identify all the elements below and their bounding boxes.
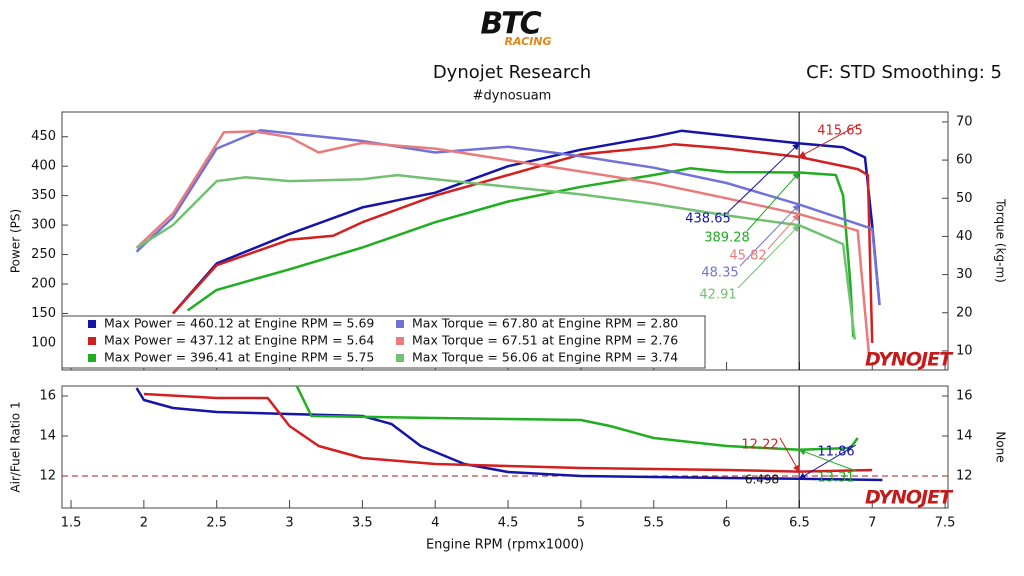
y2-tick-label: 20 bbox=[956, 305, 973, 320]
y-tick-label: 350 bbox=[31, 188, 56, 203]
y2-tick-label: 12 bbox=[956, 469, 973, 484]
y2-tick-label: 30 bbox=[956, 267, 973, 282]
y2-label: Torque (kg-m) bbox=[994, 198, 1008, 283]
y-tick-label: 100 bbox=[31, 335, 56, 350]
series-line bbox=[172, 129, 881, 315]
annotation-arrow bbox=[746, 171, 800, 232]
x-tick-label: 6.5 bbox=[789, 516, 810, 531]
y-tick-label: 450 bbox=[31, 129, 56, 144]
legend-box bbox=[61, 315, 706, 369]
plot-frame bbox=[61, 111, 949, 371]
annotation-arrow bbox=[727, 142, 800, 213]
plot-frame bbox=[61, 385, 949, 509]
legend-entry: Max Power = 396.41 at Engine RPM = 5.75 bbox=[104, 350, 374, 365]
logo: BTC bbox=[480, 7, 541, 42]
y2-tick-label: 70 bbox=[956, 114, 973, 129]
x-tick-label: 2 bbox=[140, 516, 148, 531]
legend-entry: Max Torque = 56.06 at Engine RPM = 3.74 bbox=[412, 350, 678, 365]
legend-entry: Max Torque = 67.51 at Engine RPM = 2.76 bbox=[412, 333, 678, 348]
y-tick-label: 200 bbox=[31, 277, 56, 292]
y2-tick-label: 60 bbox=[956, 153, 973, 168]
x-tick-label: 4 bbox=[431, 516, 439, 531]
y-tick-label: 16 bbox=[39, 389, 56, 404]
y2-tick-label: 16 bbox=[956, 389, 973, 404]
x-tick-label: 4.5 bbox=[498, 516, 519, 531]
legend-swatch bbox=[396, 354, 404, 362]
legend-swatch bbox=[396, 320, 404, 328]
legend-swatch bbox=[396, 337, 404, 345]
y-tick-label: 250 bbox=[31, 247, 56, 262]
annotation: 415.65 bbox=[817, 124, 863, 139]
annotation: 11.86 bbox=[817, 445, 854, 460]
y-tick-label: 12 bbox=[39, 469, 56, 484]
y2-tick-label: 14 bbox=[956, 429, 973, 444]
annotation-arrow bbox=[739, 204, 800, 267]
annotation: 45.82 bbox=[729, 249, 766, 264]
y2-label: None bbox=[994, 431, 1008, 462]
annotation: 13.31 bbox=[817, 471, 854, 486]
annotation-arrow bbox=[779, 437, 800, 473]
x-tick-label: 6 bbox=[722, 516, 730, 531]
annotation: 389.28 bbox=[704, 231, 750, 246]
annotation: 12.22 bbox=[741, 438, 778, 453]
annotation-arrow bbox=[737, 224, 800, 289]
series-line bbox=[295, 385, 859, 452]
x-tick-label: 5 bbox=[577, 516, 585, 531]
series-line bbox=[143, 392, 873, 473]
y2-tick-label: 10 bbox=[956, 343, 973, 358]
series-line bbox=[186, 167, 855, 338]
x-tick-label: 5.5 bbox=[643, 516, 664, 531]
legend-swatch bbox=[88, 320, 96, 328]
legend-entry: Max Torque = 67.80 at Engine RPM = 2.80 bbox=[412, 316, 678, 331]
x-tick-label: 3.5 bbox=[352, 516, 373, 531]
x-tick-label: 7 bbox=[868, 516, 876, 531]
x-tick-label: 1.5 bbox=[61, 516, 82, 531]
logo-sub: RACING bbox=[504, 35, 551, 48]
y-tick-label: 14 bbox=[39, 429, 56, 444]
cursor-label: 6.498 bbox=[745, 473, 779, 487]
y-tick-label: 300 bbox=[31, 218, 56, 233]
y-label: Air/Fuel Ratio 1 bbox=[9, 401, 23, 492]
settings: CF: STD Smoothing: 5 bbox=[806, 62, 1002, 83]
annotation-arrow bbox=[798, 444, 857, 480]
legend-entry: Max Power = 437.12 at Engine RPM = 5.64 bbox=[104, 333, 374, 348]
x-label: Engine RPM (rpmx1000) bbox=[426, 538, 584, 553]
y-label: Power (PS) bbox=[9, 209, 23, 273]
x-tick-label: 7.5 bbox=[935, 516, 956, 531]
watermark: DYNOJET bbox=[865, 487, 954, 509]
legend-swatch bbox=[88, 354, 96, 362]
legend-swatch bbox=[88, 337, 96, 345]
title: Dynojet Research bbox=[433, 62, 591, 83]
series-line bbox=[172, 143, 874, 343]
annotation-arrow bbox=[798, 448, 857, 472]
annotation-arrow bbox=[798, 123, 861, 158]
x-tick-label: 3 bbox=[285, 516, 293, 531]
legend-entry: Max Power = 460.12 at Engine RPM = 5.69 bbox=[104, 316, 374, 331]
y2-tick-label: 40 bbox=[956, 229, 973, 244]
series-line bbox=[135, 387, 883, 482]
y-tick-label: 150 bbox=[31, 306, 56, 321]
annotation: 48.35 bbox=[701, 266, 738, 281]
watermark: DYNOJET bbox=[865, 349, 954, 371]
y2-tick-label: 50 bbox=[956, 191, 973, 206]
x-tick-label: 2.5 bbox=[206, 516, 227, 531]
series-line bbox=[135, 129, 881, 306]
annotation-arrow bbox=[767, 213, 800, 250]
y-tick-label: 400 bbox=[31, 159, 56, 174]
annotation: 438.65 bbox=[685, 212, 731, 227]
series-line bbox=[135, 130, 871, 359]
annotation: 42.91 bbox=[699, 288, 736, 303]
subtitle: #dynosuam bbox=[473, 89, 552, 104]
series-line bbox=[135, 173, 857, 340]
